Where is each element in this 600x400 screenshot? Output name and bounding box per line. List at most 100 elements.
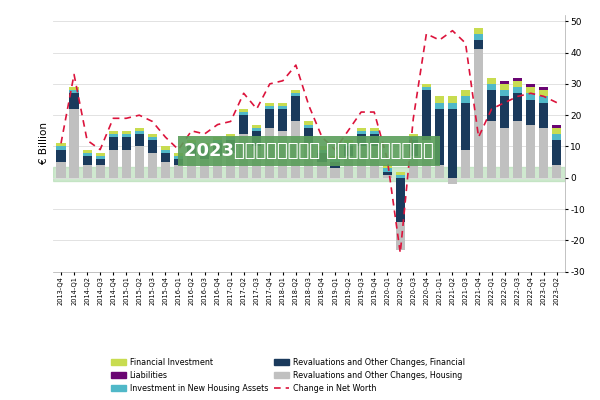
Bar — [213, 156, 222, 178]
Bar — [226, 134, 235, 137]
Bar — [135, 146, 144, 178]
Bar — [174, 165, 183, 178]
Bar — [226, 153, 235, 178]
Bar — [435, 109, 444, 165]
Bar — [278, 109, 287, 131]
Bar — [83, 153, 92, 156]
Bar — [56, 162, 65, 178]
Bar — [83, 150, 92, 153]
Bar — [239, 109, 248, 112]
Bar — [70, 90, 79, 93]
Bar — [226, 140, 235, 153]
Bar — [109, 134, 118, 137]
Bar — [200, 150, 209, 159]
Bar — [83, 156, 92, 165]
Bar — [448, 96, 457, 103]
Bar — [474, 40, 483, 50]
Bar — [383, 168, 392, 172]
Bar — [474, 34, 483, 40]
Bar — [252, 128, 262, 131]
Bar — [70, 93, 79, 109]
Bar — [135, 134, 144, 146]
Bar — [344, 140, 353, 143]
Bar — [53, 167, 565, 181]
Bar — [513, 87, 522, 93]
Bar — [148, 134, 157, 137]
Bar — [526, 124, 535, 178]
Bar — [474, 50, 483, 178]
Bar — [265, 106, 274, 109]
Bar — [487, 122, 496, 178]
Bar — [552, 134, 562, 140]
Bar — [239, 134, 248, 178]
Bar — [292, 122, 301, 178]
Bar — [526, 84, 535, 87]
Bar — [344, 143, 353, 146]
Bar — [252, 124, 262, 128]
Bar — [213, 137, 222, 140]
Bar — [500, 90, 509, 96]
Bar — [422, 87, 431, 90]
Bar — [187, 146, 196, 156]
Bar — [526, 87, 535, 93]
Bar — [252, 146, 262, 178]
Bar — [265, 103, 274, 106]
Bar — [252, 131, 262, 146]
Bar — [317, 150, 326, 153]
Bar — [304, 143, 313, 178]
Bar — [187, 143, 196, 146]
Bar — [122, 150, 131, 178]
Bar — [161, 146, 170, 150]
Bar — [370, 134, 379, 146]
Bar — [474, 28, 483, 34]
Bar — [317, 162, 326, 178]
Bar — [526, 93, 535, 100]
Bar — [304, 122, 313, 124]
Bar — [278, 131, 287, 178]
Bar — [487, 84, 496, 90]
Bar — [135, 128, 144, 131]
Bar — [552, 165, 562, 178]
Bar — [487, 78, 496, 84]
Bar — [513, 122, 522, 178]
Bar — [448, 103, 457, 109]
Bar — [552, 128, 562, 134]
Bar — [278, 103, 287, 106]
Bar — [500, 84, 509, 90]
Bar — [304, 124, 313, 128]
Bar — [396, 175, 405, 178]
Bar — [161, 153, 170, 162]
Bar — [56, 150, 65, 162]
Bar — [356, 134, 365, 146]
Bar — [539, 103, 548, 128]
Bar — [317, 146, 326, 150]
Bar — [344, 156, 353, 178]
Bar — [109, 137, 118, 150]
Bar — [500, 128, 509, 178]
Y-axis label: € Billion: € Billion — [39, 122, 49, 164]
Bar — [95, 165, 105, 178]
Bar — [95, 156, 105, 159]
Bar — [122, 131, 131, 134]
Bar — [500, 81, 509, 84]
Bar — [356, 146, 365, 178]
Bar — [265, 109, 274, 128]
Bar — [422, 90, 431, 140]
Bar — [461, 96, 470, 103]
Bar — [95, 153, 105, 156]
Bar — [370, 131, 379, 134]
Legend: Financial Investment, Liabilities, Investment in New Housing Assets, Revaluation: Financial Investment, Liabilities, Inves… — [108, 354, 468, 396]
Bar — [292, 96, 301, 122]
Bar — [331, 162, 340, 168]
Bar — [292, 90, 301, 93]
Bar — [331, 156, 340, 159]
Bar — [539, 128, 548, 178]
Bar — [109, 150, 118, 178]
Bar — [148, 137, 157, 140]
Bar — [344, 146, 353, 156]
Bar — [239, 112, 248, 115]
Bar — [331, 168, 340, 178]
Bar — [539, 90, 548, 96]
Bar — [396, 172, 405, 175]
Bar — [213, 140, 222, 143]
